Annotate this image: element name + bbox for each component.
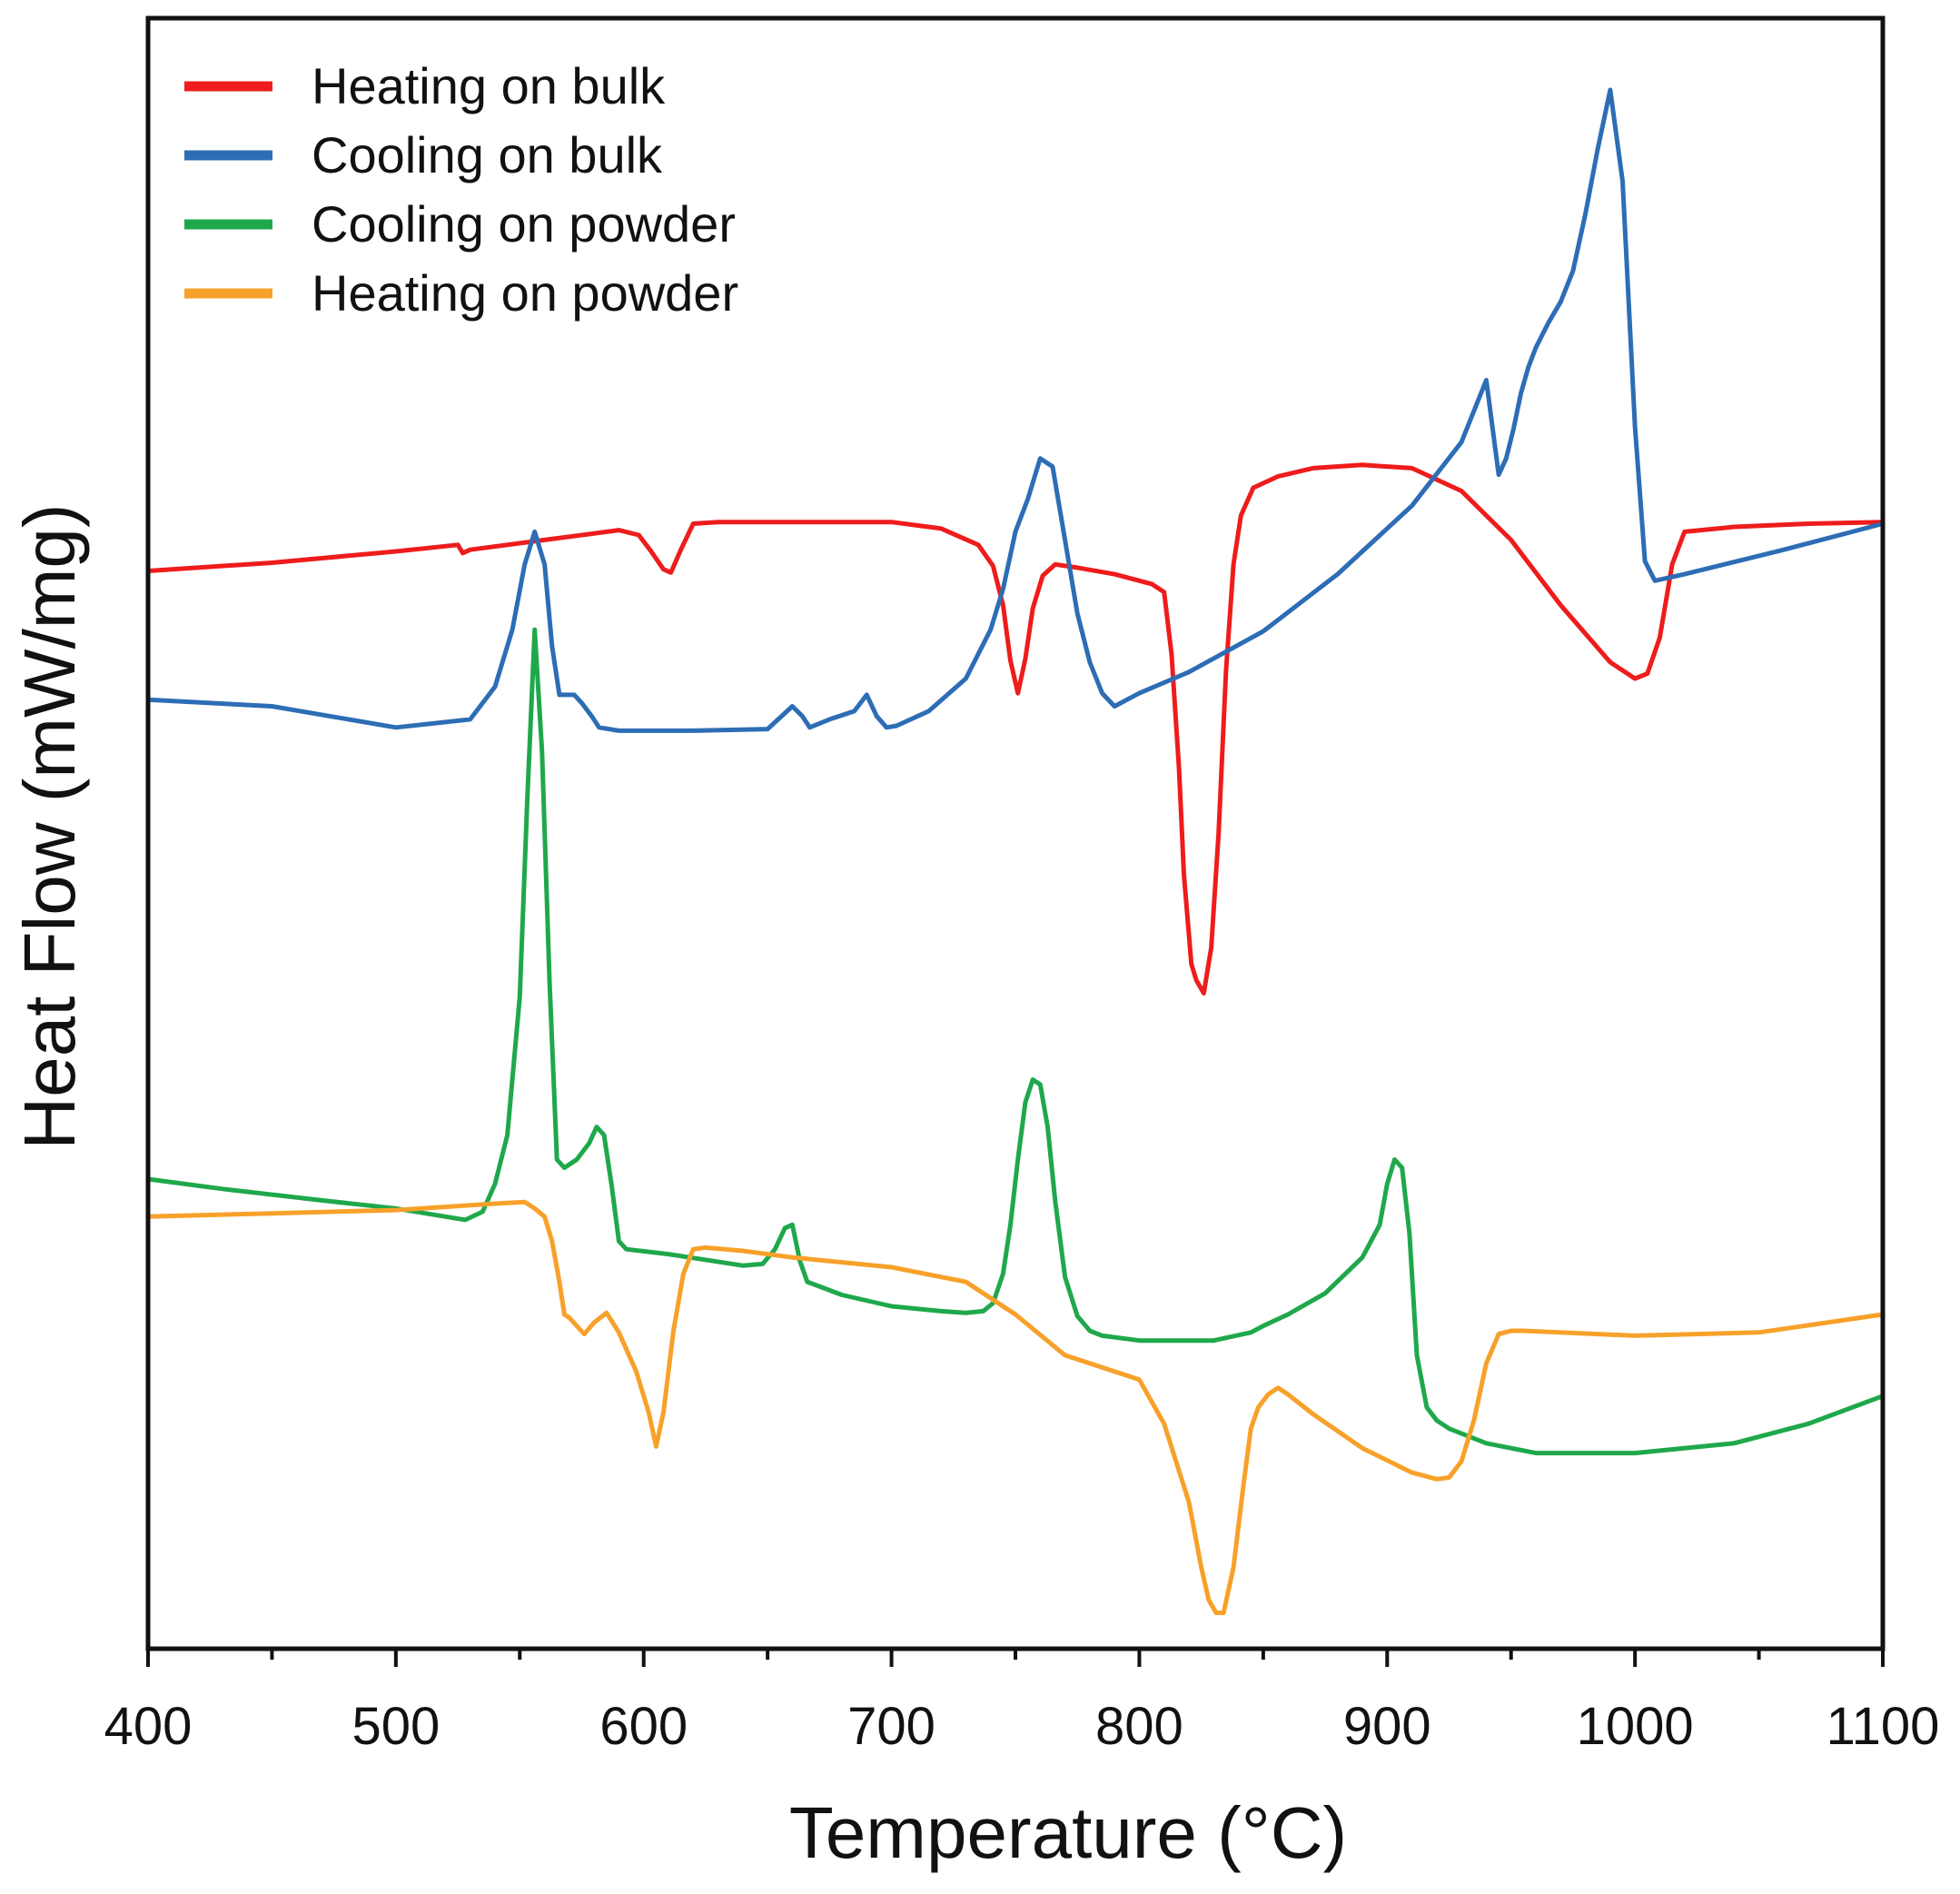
x-axis-ticks: 400 500 600 700 800 900 1000 1100 <box>104 1649 1940 1756</box>
legend-label-heating-on-bulk: Heating on bulk <box>312 57 666 114</box>
series-layer <box>145 87 1886 1615</box>
y-axis-title: Heat Flow (mW/mg) <box>9 503 90 1149</box>
x-tick-label-700: 700 <box>847 1697 935 1756</box>
legend-label-heating-on-powder: Heating on powder <box>312 264 738 322</box>
legend-label-cooling-on-bulk: Cooling on bulk <box>312 126 663 183</box>
series-line-cooling-on-bulk <box>145 87 1886 733</box>
legend: Heating on bulk Cooling on bulk Cooling on… <box>184 57 738 322</box>
x-tick-label-600: 600 <box>599 1697 688 1756</box>
x-tick-label-800: 800 <box>1095 1697 1183 1756</box>
x-axis-title: Temperature (°C) <box>789 1792 1347 1873</box>
series-line-cooling-on-powder <box>145 627 1886 1456</box>
series-line-heating-on-powder <box>145 1199 1886 1615</box>
series-line-heating-on-bulk <box>145 462 1886 996</box>
x-tick-label-500: 500 <box>351 1697 440 1756</box>
x-tick-label-900: 900 <box>1343 1697 1431 1756</box>
x-tick-label-1000: 1000 <box>1577 1697 1694 1756</box>
legend-label-cooling-on-powder: Cooling on powder <box>312 195 736 253</box>
x-tick-label-1100: 1100 <box>1826 1697 1940 1756</box>
x-tick-label-400: 400 <box>104 1697 193 1756</box>
